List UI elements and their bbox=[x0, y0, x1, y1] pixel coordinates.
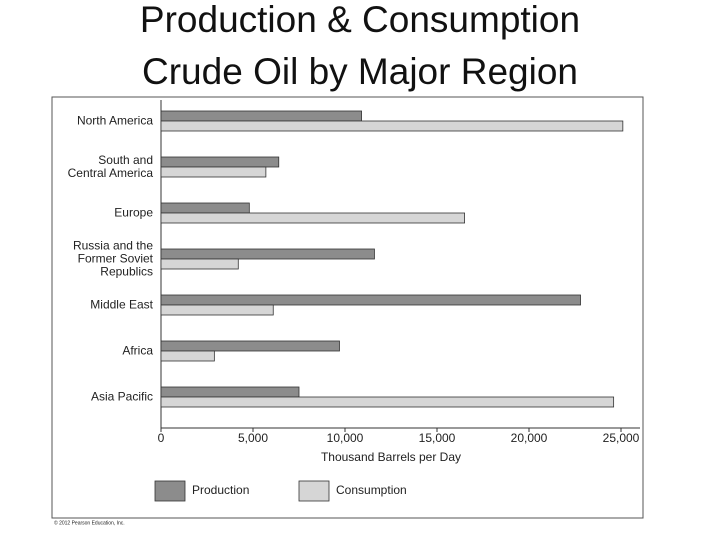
bar bbox=[160, 304, 274, 316]
category-label: Europe bbox=[114, 205, 153, 220]
category-label: Russia and the Former Soviet Republics bbox=[72, 238, 153, 279]
x-tick-label: 20,000 bbox=[511, 431, 548, 445]
bar bbox=[160, 386, 300, 398]
category-label: South and Central America bbox=[67, 153, 153, 180]
bar bbox=[160, 396, 615, 408]
bar bbox=[160, 258, 239, 270]
legend-swatch bbox=[154, 480, 186, 502]
category-label: Asia Pacific bbox=[90, 389, 153, 404]
x-tick-label: 25,000 bbox=[603, 431, 640, 445]
x-axis-title: Thousand Barrels per Day bbox=[321, 450, 461, 464]
legend-label: Consumption bbox=[336, 483, 407, 497]
bar bbox=[160, 212, 466, 224]
bar bbox=[160, 340, 340, 352]
x-tick-label: 10,000 bbox=[327, 431, 364, 445]
bar bbox=[160, 156, 280, 168]
category-label: Africa bbox=[122, 343, 153, 358]
bar bbox=[160, 294, 581, 306]
category-label: North America bbox=[76, 113, 153, 128]
x-tick-label: 15,000 bbox=[419, 431, 456, 445]
credit: © 2012 Pearson Education, Inc. bbox=[54, 519, 125, 526]
legend-label: Production bbox=[192, 483, 249, 497]
bar bbox=[160, 248, 375, 260]
legend-swatch bbox=[298, 480, 330, 502]
bar bbox=[160, 350, 215, 362]
bar bbox=[160, 110, 362, 122]
chart-title: Production & Consumption Crude Oil by Ma… bbox=[139, 0, 581, 92]
frame bbox=[51, 96, 644, 519]
x-tick-label: 5,000 bbox=[238, 431, 268, 445]
x-tick-label: 0 bbox=[158, 431, 165, 445]
bar bbox=[160, 120, 624, 132]
bar bbox=[160, 166, 267, 178]
bar bbox=[160, 202, 250, 214]
category-label: Middle East bbox=[90, 297, 153, 312]
